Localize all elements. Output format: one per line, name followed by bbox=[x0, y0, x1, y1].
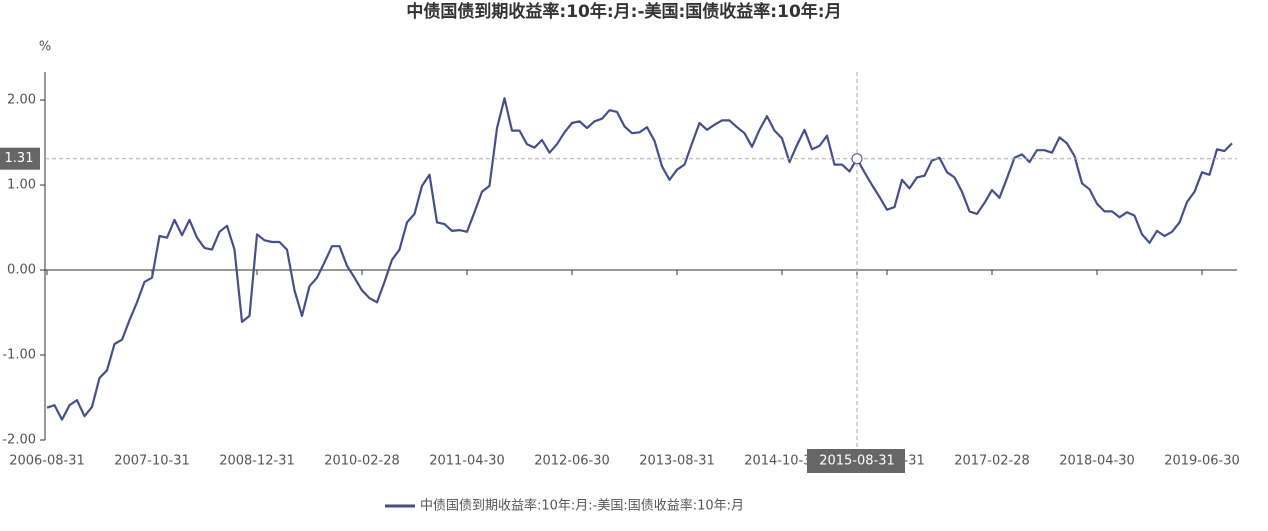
pointer-x-box bbox=[807, 449, 905, 473]
x-tick-label: 2010-02-28 bbox=[324, 454, 400, 469]
x-tick-label: 2018-04-30 bbox=[1059, 454, 1135, 469]
y-tick-label: 2.00 bbox=[7, 93, 36, 108]
y-unit: % bbox=[39, 40, 51, 55]
x-tick-label: 2014-10-31 bbox=[744, 454, 820, 469]
series-line bbox=[46, 97, 1233, 421]
x-tick-label: 2006-08-31 bbox=[9, 454, 85, 469]
y-tick-label: 1.00 bbox=[7, 178, 36, 193]
x-tick-label: 2013-08-31 bbox=[639, 454, 715, 469]
y-tick-label: -1.00 bbox=[2, 348, 36, 363]
pointer-x-label: 2015-08-31 bbox=[819, 454, 895, 469]
pointer-y-box bbox=[0, 147, 40, 170]
x-tick-label: 2012-06-30 bbox=[534, 454, 610, 469]
x-tick-label: 2008-12-31 bbox=[219, 454, 295, 469]
y-tick-label: -2.00 bbox=[2, 433, 36, 448]
pointer-y-label: 1.31 bbox=[5, 151, 34, 166]
x-tick-label: 2011-04-30 bbox=[429, 454, 505, 469]
x-tick-label: 2007-10-31 bbox=[114, 454, 190, 469]
chart-title: 中债国债到期收益率:10年:月:-美国:国债收益率:10年:月 bbox=[406, 1, 841, 22]
legend-label[interactable]: 中债国债到期收益率:10年:月:-美国:国债收益率:10年:月 bbox=[420, 498, 744, 514]
x-tick-label: 2017-02-28 bbox=[954, 454, 1030, 469]
y-tick-label: 0.00 bbox=[7, 263, 36, 278]
x-tick-label: 2019-06-30 bbox=[1164, 454, 1240, 469]
pointer-dot bbox=[851, 153, 863, 165]
